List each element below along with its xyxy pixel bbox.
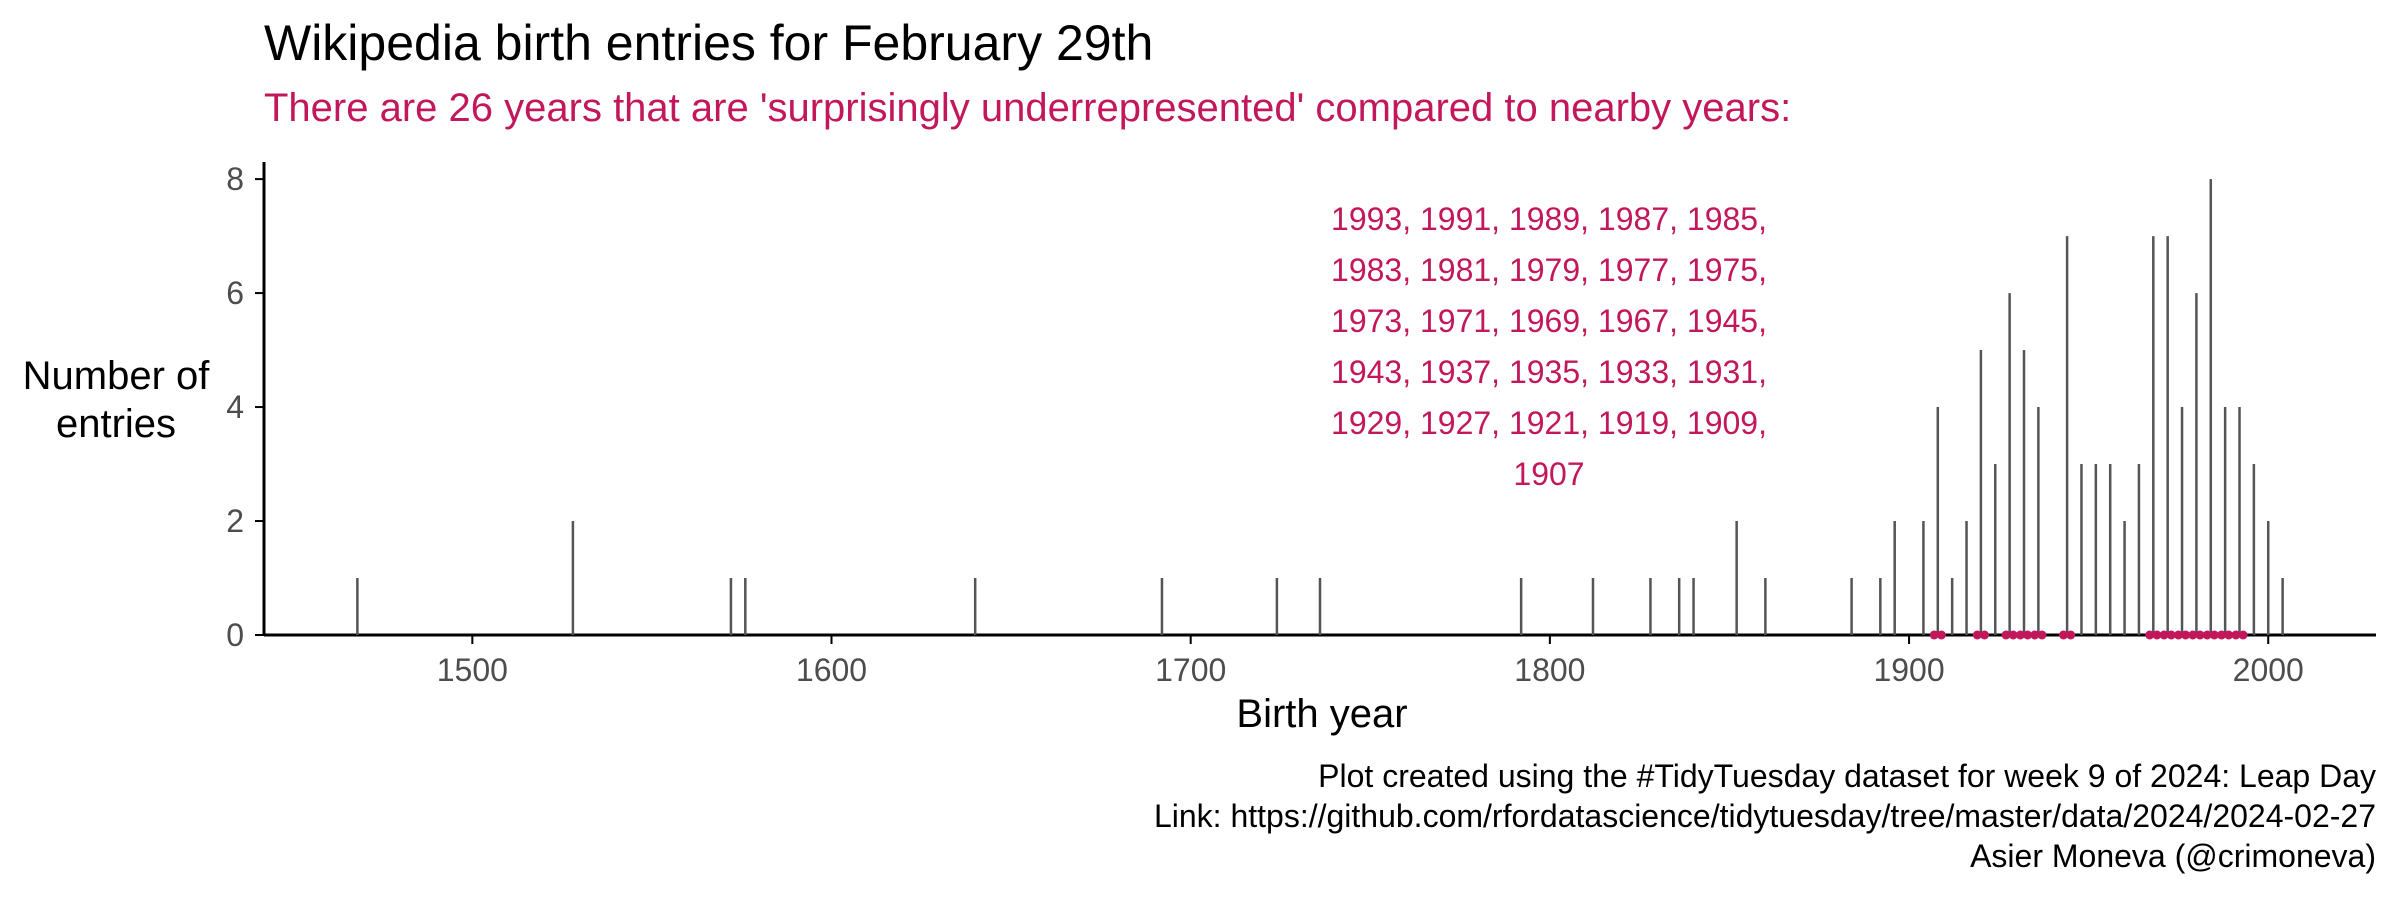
underrepresented-point	[2001, 630, 2011, 640]
y-tick-label: 0	[226, 617, 244, 653]
underrepresented-point	[2159, 630, 2169, 640]
underrepresented-point	[2224, 630, 2234, 640]
underrepresented-point	[1979, 630, 1989, 640]
underrepresented-point	[1929, 630, 1939, 640]
x-tick-label: 2000	[2233, 652, 2304, 688]
caption-line: Link: https://github.com/rfordatascience…	[1153, 798, 2376, 834]
y-tick-label: 6	[226, 275, 244, 311]
x-tick-label: 1900	[1873, 652, 1944, 688]
underrepresented-point	[1972, 630, 1982, 640]
annotation-line: 1993, 1991, 1989, 1987, 1985,	[1331, 201, 1767, 237]
underrepresented-point	[2152, 630, 2162, 640]
underrepresented-point	[2209, 630, 2219, 640]
underrepresented-point	[2166, 630, 2176, 640]
annotation-line: 1929, 1927, 1921, 1919, 1909,	[1331, 405, 1767, 441]
underrepresented-point	[2030, 630, 2040, 640]
x-tick-label: 1600	[796, 652, 867, 688]
underrepresented-point	[2008, 630, 2018, 640]
x-axis-label: Birth year	[1236, 692, 1408, 736]
y-tick-label: 8	[226, 161, 244, 197]
annotation-line: 1907	[1513, 456, 1585, 492]
annotation-line: 1943, 1937, 1935, 1933, 1931,	[1331, 354, 1767, 390]
chart-subtitle: There are 26 years that are 'surprisingl…	[264, 86, 1792, 130]
y-tick-label: 2	[226, 503, 244, 539]
caption-line: Plot created using the #TidyTuesday data…	[1318, 758, 2376, 794]
underrepresented-point	[2059, 630, 2069, 640]
underrepresented-point	[1936, 630, 1946, 640]
underrepresented-point	[2217, 630, 2227, 640]
underrepresented-point	[2188, 630, 2198, 640]
underrepresented-point	[2037, 630, 2047, 640]
underrepresented-point	[2145, 630, 2155, 640]
underrepresented-point	[2195, 630, 2205, 640]
underrepresented-point	[2015, 630, 2025, 640]
caption: Plot created using the #TidyTuesday data…	[1154, 756, 2376, 876]
underrepresented-point	[2238, 630, 2248, 640]
underrepresented-point	[2231, 630, 2241, 640]
underrepresented-point	[2181, 630, 2191, 640]
chart-title: Wikipedia birth entries for February 29t…	[264, 15, 1154, 71]
x-tick-label: 1700	[1155, 652, 1226, 688]
underrepresented-point	[2173, 630, 2183, 640]
x-tick-label: 1800	[1514, 652, 1585, 688]
underrepresented-years-annotation: 1993, 1991, 1989, 1987, 1985, 1983, 1981…	[1249, 194, 1849, 500]
underrepresented-point	[2202, 630, 2212, 640]
underrepresented-point	[2023, 630, 2033, 640]
x-tick-label: 1500	[437, 652, 508, 688]
y-axis-label: Number of entries	[22, 354, 210, 446]
caption-line: Asier Moneva (@crimoneva)	[1970, 838, 2376, 874]
annotation-line: 1983, 1981, 1979, 1977, 1975,	[1331, 252, 1767, 288]
annotation-line: 1973, 1971, 1969, 1967, 1945,	[1331, 303, 1767, 339]
y-tick-label: 4	[226, 389, 244, 425]
underrepresented-point	[2066, 630, 2076, 640]
